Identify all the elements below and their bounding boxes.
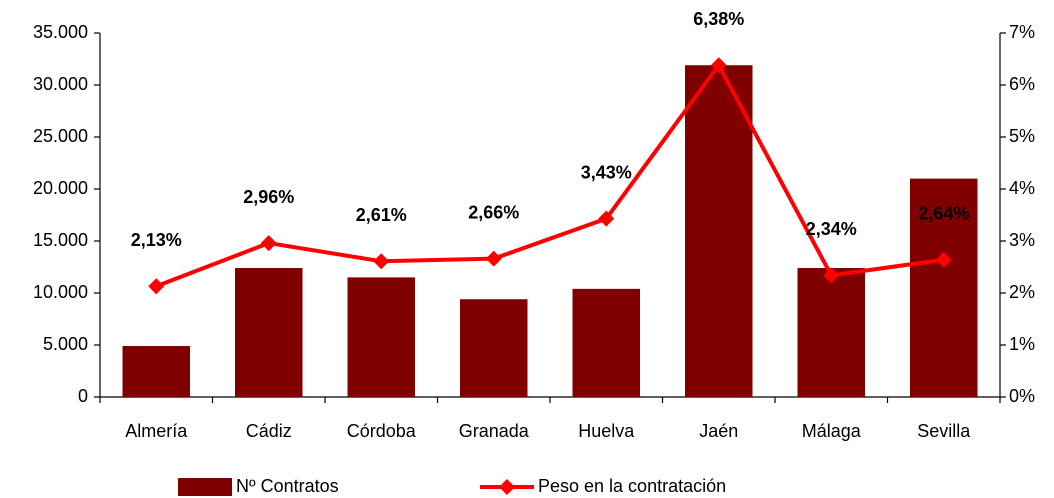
legend-marker (499, 479, 515, 495)
bar (797, 268, 865, 397)
value-label: 2,13% (131, 230, 182, 250)
bar (572, 288, 640, 397)
marker (148, 278, 165, 295)
marker (598, 210, 615, 227)
value-label: 6,38% (693, 9, 744, 29)
bar (910, 178, 978, 397)
marker (935, 251, 952, 268)
y-tick-label: 10.000 (33, 282, 88, 302)
y-tick-label: 25.000 (33, 126, 88, 146)
x-tick-label: Málaga (802, 421, 862, 441)
y2-tick-label: 7% (1009, 22, 1035, 42)
bar (235, 268, 303, 397)
x-tick-label: Sevilla (917, 421, 971, 441)
value-label: 2,64% (918, 203, 969, 223)
y2-tick-label: 2% (1009, 282, 1035, 302)
bar (460, 299, 528, 397)
y2-tick-label: 4% (1009, 178, 1035, 198)
y2-tick-label: 6% (1009, 74, 1035, 94)
bar (122, 346, 190, 397)
x-tick-label: Granada (459, 421, 530, 441)
x-tick-label: Jaén (699, 421, 738, 441)
y2-tick-label: 5% (1009, 126, 1035, 146)
legend-swatch (178, 478, 232, 496)
value-label: 2,66% (468, 202, 519, 222)
marker (373, 253, 390, 270)
y2-tick-label: 3% (1009, 230, 1035, 250)
bar (347, 277, 415, 397)
bar (685, 65, 753, 398)
marker (710, 57, 727, 74)
marker (260, 235, 277, 252)
y2-tick-label: 1% (1009, 334, 1035, 354)
y-tick-label: 15.000 (33, 230, 88, 250)
value-label: 3,43% (581, 162, 632, 182)
x-tick-label: Córdoba (347, 421, 417, 441)
y2-tick-label: 0% (1009, 386, 1035, 406)
legend-label: Peso en la contratación (538, 476, 726, 496)
value-label: 2,96% (243, 187, 294, 207)
marker (823, 267, 840, 284)
y-tick-label: 35.000 (33, 22, 88, 42)
y-tick-label: 30.000 (33, 74, 88, 94)
line (155, 61, 945, 289)
value-label: 2,61% (356, 205, 407, 225)
y-tick-label: 5.000 (43, 334, 88, 354)
y-tick-label: 20.000 (33, 178, 88, 198)
value-label: 2,34% (806, 219, 857, 239)
y-tick-label: 0 (78, 386, 88, 406)
x-tick-label: Almería (125, 421, 188, 441)
legend-label: Nº Contratos (236, 476, 339, 496)
x-tick-label: Huelva (578, 421, 635, 441)
x-tick-label: Cádiz (246, 421, 292, 441)
marker (485, 250, 502, 267)
